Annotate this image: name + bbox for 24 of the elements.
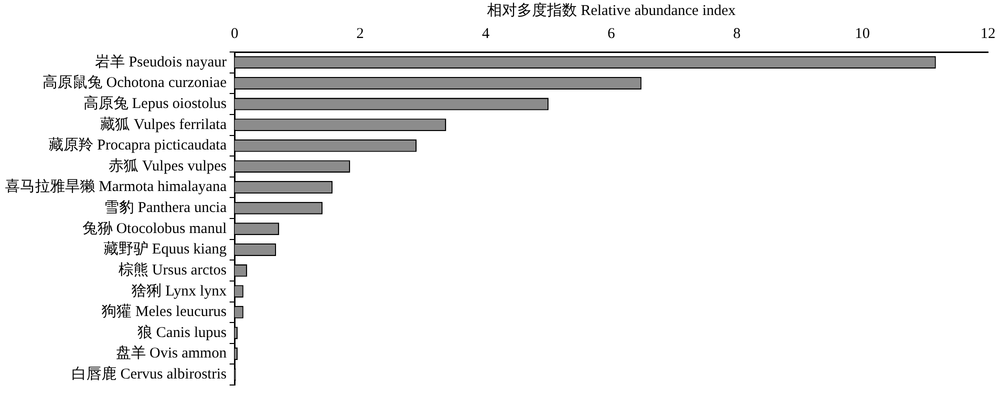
x-tick-label: 2 [356, 26, 364, 42]
x-tick-label: 6 [608, 26, 616, 42]
y-tick-label: 雪豹 Panthera uncia [104, 200, 227, 216]
y-tick-label: 岩羊 Pseudois nayaur [94, 53, 227, 70]
y-tick-label: 藏野驴 Equus kiang [103, 240, 228, 258]
x-tick-label: 12 [980, 26, 996, 42]
y-tick-label: 高原鼠兔 Ochotona curzoniae [42, 74, 227, 92]
y-tick-label: 藏狐 Vulpes ferrilata [100, 116, 227, 133]
y-tick-label: 猞猁 Lynx lynx [132, 282, 228, 300]
y-tick-label: 盘羊 Ovis ammon [116, 344, 228, 362]
y-tick-label: 狼 Canis lupus [137, 324, 227, 341]
y-tick-label: 藏原羚 Procapra picticaudata [48, 136, 227, 154]
y-tick-label: 高原兔 Lepus oiostolus [83, 94, 227, 112]
y-tick-label: 赤狐 Vulpes vulpes [108, 157, 227, 174]
x-tick-label: 8 [733, 26, 741, 42]
y-tick-label: 狗獾 Meles leucurus [102, 303, 227, 320]
x-axis-title: 相对多度指数 Relative abundance index [486, 2, 736, 19]
y-tick-label: 白唇鹿 Cervus albirostris [72, 366, 227, 383]
y-tick-label: 兔狲 Otocolobus manul [82, 220, 227, 237]
y-tick-label: 喜马拉雅旱獭 Marmota himalayana [4, 178, 227, 196]
x-tick-label: 4 [482, 26, 490, 42]
x-tick-label: 0 [230, 26, 238, 42]
x-tick-label: 10 [854, 26, 870, 42]
y-tick-label: 棕熊 Ursus arctos [118, 261, 227, 278]
